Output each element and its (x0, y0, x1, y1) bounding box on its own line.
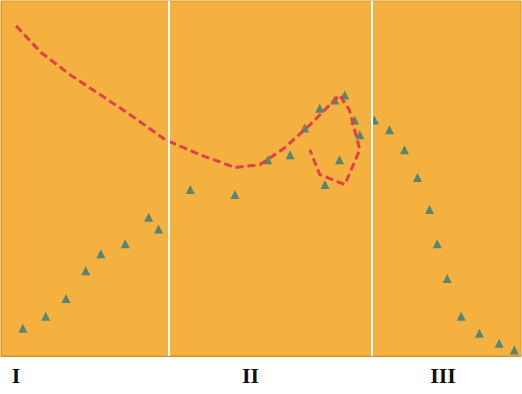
svg-text:I: I (12, 363, 21, 388)
svg-text:II: II (242, 363, 259, 388)
svg-text:III: III (430, 363, 456, 388)
